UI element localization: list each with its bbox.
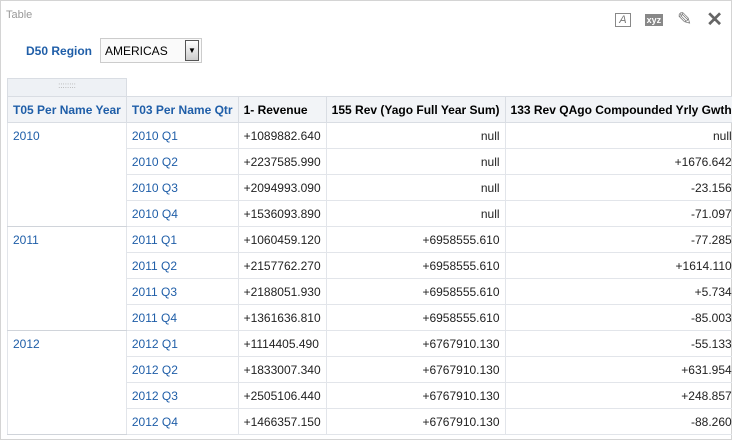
qtr-cell[interactable]: 2010 Q2	[125, 148, 239, 175]
qago-growth-cell: -85.003	[504, 304, 732, 331]
header-yago-sum: 155 Rev (Yago Full Year Sum)	[325, 96, 506, 123]
year-cell[interactable]: 2012	[7, 330, 127, 435]
yago-sum-cell: +6958555.610	[325, 278, 506, 305]
yago-sum-cell: +6958555.610	[325, 226, 506, 253]
revenue-cell: +1466357.150	[237, 408, 327, 435]
edit-pencil-icon[interactable]: ✎	[677, 9, 693, 29]
qago-growth-cell: -55.133	[504, 330, 732, 357]
revenue-cell: +2157762.270	[237, 252, 327, 279]
header-revenue: 1- Revenue	[237, 96, 327, 123]
revenue-cell: +1060459.120	[237, 226, 327, 253]
region-label: D50 Region	[26, 43, 93, 58]
view-toolbar: A xyz ✎ ✕	[615, 7, 723, 32]
qago-growth-cell: +5.734	[504, 278, 732, 305]
xyz-icon[interactable]: xyz	[644, 13, 664, 26]
qago-growth-cell: +248.857	[504, 382, 732, 409]
qtr-cell[interactable]: 2011 Q1	[125, 226, 239, 253]
qago-growth-cell: +1614.110	[504, 252, 732, 279]
revenue-cell: +1114405.490	[237, 330, 327, 357]
header-qtr[interactable]: T03 Per Name Qtr	[125, 96, 239, 123]
year-cell[interactable]: 2010	[7, 122, 127, 227]
revenue-cell: +1361636.810	[237, 304, 327, 331]
table-row: 2010 2010 Q1 +1089882.640 null null	[7, 122, 732, 227]
yago-sum-cell: +6767910.130	[325, 382, 506, 409]
qago-growth-cell: -23.156	[504, 174, 732, 201]
qago-growth-cell: null	[504, 122, 732, 149]
revenue-cell: +2237585.990	[237, 148, 327, 175]
table-row: 2011 2011 Q1 +1060459.120 +6958555.610 -77.2…	[7, 226, 732, 331]
qago-growth-cell: +1676.642	[504, 148, 732, 175]
qtr-cell[interactable]: 2012 Q3	[125, 382, 239, 409]
table-row: 2012 Q2 +1833007.340 +6767910.130 +631.954	[8, 356, 732, 383]
region-select-value: AMERICAS	[105, 44, 168, 58]
table-row: 2011 Q3 +2188051.930 +6958555.610 +5.734	[8, 278, 732, 305]
revenue-cell: +1536093.890	[237, 200, 327, 227]
year-cell[interactable]: 2011	[7, 226, 127, 331]
revenue-cell: +2188051.930	[237, 278, 327, 305]
table-row: 2012 Q4 +1466357.150 +6767910.130 -88.260	[8, 408, 732, 435]
revenue-cell: +1833007.340	[237, 356, 327, 383]
qago-growth-cell: +631.954	[504, 356, 732, 383]
header-year[interactable]: T05 Per Name Year	[7, 96, 127, 123]
header-qago-growth: 133 Rev QAgo Compounded Yrly Gwth	[504, 96, 732, 123]
yago-sum-cell: null	[325, 148, 506, 175]
table-row: 2011 Q2 +2157762.270 +6958555.610 +1614.110	[8, 252, 732, 279]
qago-growth-cell: -71.097	[504, 200, 732, 227]
region-select[interactable]: AMERICAS ▼	[100, 38, 203, 63]
qtr-cell[interactable]: 2012 Q2	[125, 356, 239, 383]
yago-sum-cell: +6767910.130	[325, 408, 506, 435]
yago-sum-cell: +6958555.610	[325, 252, 506, 279]
qago-growth-cell: -88.260	[504, 408, 732, 435]
yago-sum-cell: null	[325, 122, 506, 149]
format-icon[interactable]: A	[615, 12, 631, 27]
yago-sum-cell: null	[325, 200, 506, 227]
chevron-down-icon[interactable]: ▼	[185, 40, 200, 61]
data-table: T05 Per Name Year T03 Per Name Qtr 1- Re…	[7, 96, 732, 435]
qtr-cell[interactable]: 2012 Q1	[125, 330, 239, 357]
region-prompt: D50 Region AMERICAS ▼	[26, 38, 203, 63]
qtr-cell[interactable]: 2011 Q3	[125, 278, 239, 305]
close-icon[interactable]: ✕	[706, 9, 723, 31]
qtr-cell[interactable]: 2011 Q4	[125, 304, 239, 331]
qtr-cell[interactable]: 2011 Q2	[125, 252, 239, 279]
table-row: 2010 Q2 +2237585.990 null +1676.642	[8, 148, 732, 175]
qtr-cell[interactable]: 2012 Q4	[125, 408, 239, 435]
qtr-cell[interactable]: 2010 Q1	[125, 122, 239, 149]
yago-sum-cell: +6767910.130	[325, 356, 506, 383]
yago-sum-cell: +6958555.610	[325, 304, 506, 331]
qtr-cell[interactable]: 2010 Q4	[125, 200, 239, 227]
yago-sum-cell: +6767910.130	[325, 330, 506, 357]
table-row: 2012 2012 Q1 +1114405.490 +6767910.130 -55.1…	[7, 330, 732, 435]
table-row: 2012 Q3 +2505106.440 +6767910.130 +248.857	[8, 382, 732, 409]
view-title: Table	[6, 9, 33, 21]
revenue-cell: +2505106.440	[237, 382, 327, 409]
drag-handle[interactable]: ::::::::	[7, 78, 127, 97]
revenue-cell: +2094993.090	[237, 174, 327, 201]
revenue-cell: +1089882.640	[237, 122, 327, 149]
qtr-cell[interactable]: 2010 Q3	[125, 174, 239, 201]
yago-sum-cell: null	[325, 174, 506, 201]
qago-growth-cell: -77.285	[504, 226, 732, 253]
